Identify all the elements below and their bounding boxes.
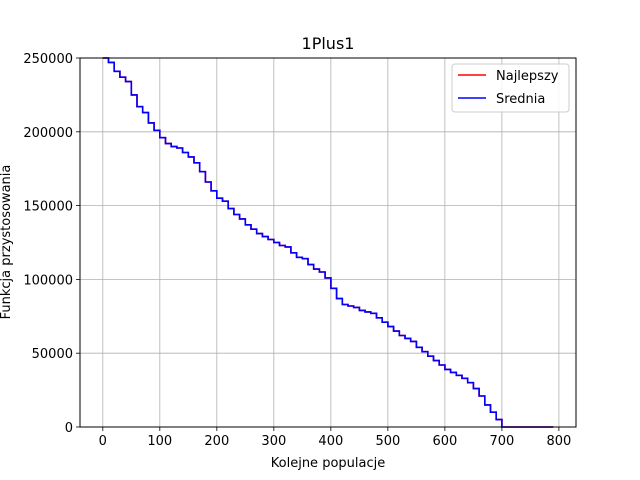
- y-tick-label: 200000: [23, 126, 73, 141]
- x-axis-label: Kolejne populacje: [271, 456, 385, 471]
- x-tick-label: 600: [432, 434, 457, 449]
- chart-title: 1Plus1: [302, 34, 355, 53]
- y-tick-label: 50000: [32, 347, 73, 362]
- plot-frame: [79, 57, 577, 428]
- x-tick-label: 0: [99, 434, 107, 449]
- plot-series: [102, 57, 554, 428]
- legend-label-srednia: Srednia: [496, 92, 545, 107]
- x-tick-label: 700: [489, 434, 514, 449]
- series-line-srednia: [102, 57, 554, 428]
- legend-label-najlepszy: Najlepszy: [496, 69, 559, 84]
- y-tick-label: 150000: [23, 200, 73, 215]
- y-tick-label: 100000: [23, 273, 73, 288]
- y-tick-label: 250000: [23, 52, 73, 67]
- x-tick-label: 200: [204, 434, 229, 449]
- legend-box: [451, 63, 570, 113]
- x-tick-label: 800: [546, 434, 571, 449]
- x-tick-label: 400: [318, 434, 343, 449]
- y-axis-ticks: 0 50000 100000 150000 200000 250000: [23, 52, 80, 436]
- x-tick-label: 100: [147, 434, 172, 449]
- legend: Najlepszy Srednia: [451, 63, 570, 113]
- y-axis-label: Funkcja przystosowania: [0, 165, 14, 320]
- x-axis-ticks: 0 100 200 300 400 500 600 700 800: [99, 427, 571, 449]
- x-tick-label: 500: [375, 434, 400, 449]
- x-tick-label: 300: [261, 434, 286, 449]
- y-tick-label: 0: [65, 421, 73, 436]
